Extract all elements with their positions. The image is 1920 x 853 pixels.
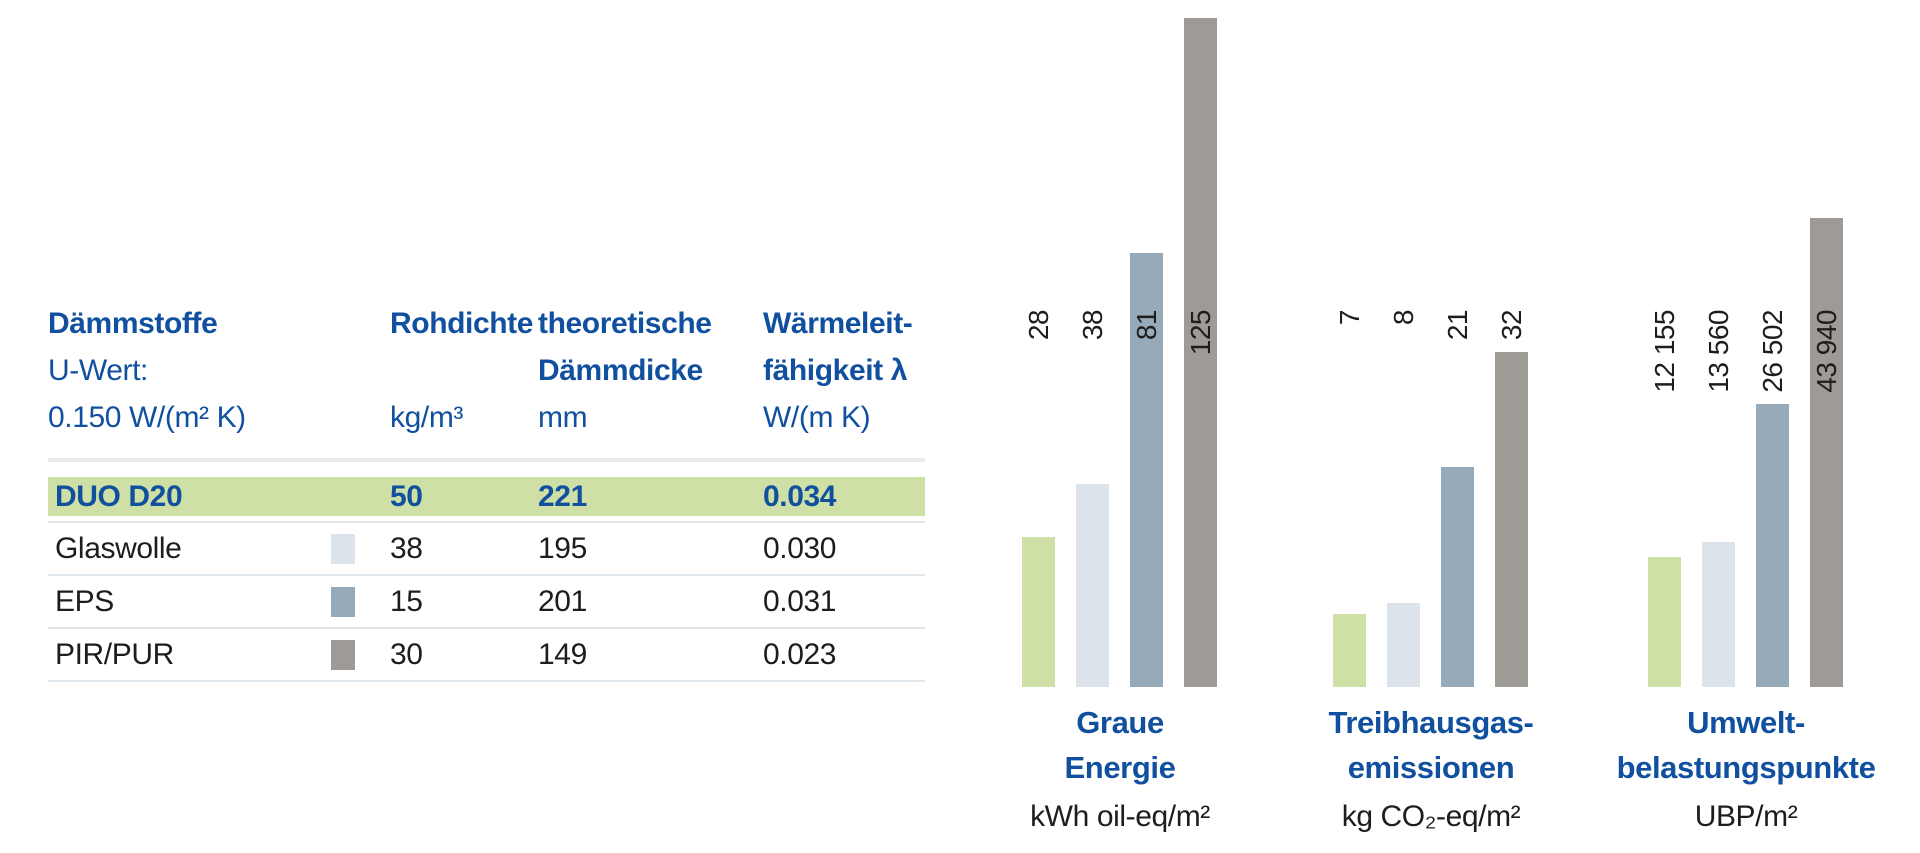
- lambda-value: 0.030: [763, 532, 837, 565]
- chart-unit-label: UBP/m²: [1694, 800, 1798, 833]
- rohdichte-value: 15: [390, 585, 423, 618]
- bar-eps: [1441, 467, 1474, 687]
- bar-glaswolle: [1076, 484, 1109, 687]
- glaswolle-color-swatch: [331, 534, 355, 564]
- bar-eps: [1756, 404, 1789, 687]
- bar-value-label: 26 502: [1757, 310, 1788, 393]
- column-unit: 0.150 W/(m² K): [48, 401, 246, 434]
- chart-umweltbelastungspunkte: 12 155 13 560 26 502 43 940 Umwelt- belastu…: [1617, 0, 1876, 853]
- bar-group: 7 8 21 32: [1333, 0, 1529, 687]
- daemmdicke-value: 195: [538, 532, 587, 565]
- bar-value-label: 12 155: [1649, 310, 1680, 393]
- bar-value-label: 43 940: [1811, 310, 1842, 393]
- lambda-value: 0.034: [763, 480, 837, 513]
- eps-color-swatch: [331, 587, 355, 617]
- bar-glaswolle: [1702, 542, 1735, 687]
- header-col-waermeleitfaehigkeit: Wärmeleit- fähigkeit λ W/(m K): [763, 300, 913, 441]
- bar-value-label: 28: [1023, 310, 1054, 341]
- material-name: DUO D20: [55, 480, 183, 513]
- chart-title-line2: Energie: [1064, 750, 1176, 785]
- chart-title-line2: emissionen: [1347, 750, 1515, 785]
- bar-group: 12 155 13 560 26 502 43 940: [1648, 0, 1844, 687]
- rohdichte-value: 50: [390, 480, 423, 513]
- pir-pur-color-swatch: [331, 640, 355, 670]
- bar-value-label: 32: [1496, 310, 1527, 341]
- column-subtitle: [390, 347, 533, 394]
- table-row-pir-pur: PIR/PUR 30 149 0.023: [48, 629, 925, 682]
- chart-title-line1: Umwelt-: [1687, 705, 1805, 740]
- column-unit: kg/m³: [390, 401, 464, 434]
- column-subtitle: U-Wert:: [48, 354, 148, 387]
- column-title: theoretische: [538, 307, 712, 340]
- material-name: PIR/PUR: [55, 638, 174, 671]
- bar-pir-pur: [1495, 352, 1528, 687]
- lambda-value: 0.031: [763, 585, 837, 618]
- bar-pir-pur: [1184, 18, 1217, 687]
- bar-value-label: 7: [1334, 310, 1365, 326]
- column-subtitle: Dämmdicke: [538, 354, 703, 387]
- chart-title-block: Umwelt- belastungspunkte UBP/m²: [1536, 700, 1920, 837]
- insulation-comparison-table: Dämmstoffe U-Wert: 0.150 W/(m² K) Rohdic…: [48, 300, 925, 690]
- bar-eps: [1130, 253, 1163, 687]
- table-row-eps: EPS 15 201 0.031: [48, 576, 925, 629]
- bar-pir-pur: [1810, 218, 1843, 687]
- table-body: Glaswolle 38 195 0.030 EPS 15 201 0.031 …: [48, 521, 925, 682]
- bar-glaswolle: [1387, 603, 1420, 687]
- column-title: Wärmeleit-: [763, 307, 913, 340]
- column-title: Dämmstoffe: [48, 307, 218, 340]
- bar-value-label: 8: [1388, 310, 1419, 326]
- bar-duo-d20: [1022, 537, 1055, 687]
- chart-title-block: Treibhausgas- emissionen kg CO₂-eq/m²: [1221, 700, 1641, 837]
- daemmdicke-value: 149: [538, 638, 587, 671]
- bar-value-label: 13 560: [1703, 310, 1734, 393]
- rohdichte-value: 30: [390, 638, 423, 671]
- rohdichte-value: 38: [390, 532, 423, 565]
- material-name: EPS: [55, 585, 114, 618]
- table-row-duo-d20: DUO D20 50 221 0.034: [48, 477, 925, 516]
- header-col-rohdichte: Rohdichte kg/m³: [390, 300, 533, 441]
- bar-value-label: 38: [1077, 310, 1108, 341]
- bar-duo-d20: [1333, 614, 1366, 687]
- daemmdicke-value: 221: [538, 480, 587, 513]
- chart-title-line1: Treibhausgas-: [1328, 705, 1534, 740]
- chart-title-block: Graue Energie kWh oil-eq/m²: [910, 700, 1330, 837]
- column-unit: W/(m K): [763, 401, 871, 434]
- header-col-daemmdicke: theoretische Dämmdicke mm: [538, 300, 712, 441]
- chart-treibhausgasemissionen: 7 8 21 32 Treibhausgas- emissionen kg CO₂-e…: [1329, 0, 1534, 853]
- table-row-glaswolle: Glaswolle 38 195 0.030: [48, 521, 925, 576]
- chart-unit-label: kWh oil-eq/m²: [1030, 800, 1210, 833]
- material-name: Glaswolle: [55, 532, 182, 565]
- column-subtitle: fähigkeit λ: [763, 354, 907, 387]
- header-divider: [48, 458, 925, 462]
- header-col-daemmstoffe: Dämmstoffe U-Wert: 0.150 W/(m² K): [48, 300, 246, 441]
- chart-title-line1: Graue: [1076, 705, 1164, 740]
- bar-duo-d20: [1648, 557, 1681, 687]
- chart-graue-energie: 28 38 81 125 Graue Energie kWh oil-eq/m²: [1022, 0, 1218, 853]
- bar-value-label: 125: [1185, 310, 1216, 356]
- lambda-value: 0.023: [763, 638, 837, 671]
- chart-unit-label: kg CO₂-eq/m²: [1341, 800, 1521, 833]
- column-title: Rohdichte: [390, 307, 534, 340]
- chart-title-line2: belastungspunkte: [1616, 750, 1876, 785]
- daemmdicke-value: 201: [538, 585, 587, 618]
- bar-value-label: 21: [1442, 310, 1473, 341]
- bar-group: 28 38 81 125: [1022, 0, 1218, 687]
- column-unit: mm: [538, 401, 588, 434]
- bar-value-label: 81: [1131, 310, 1162, 341]
